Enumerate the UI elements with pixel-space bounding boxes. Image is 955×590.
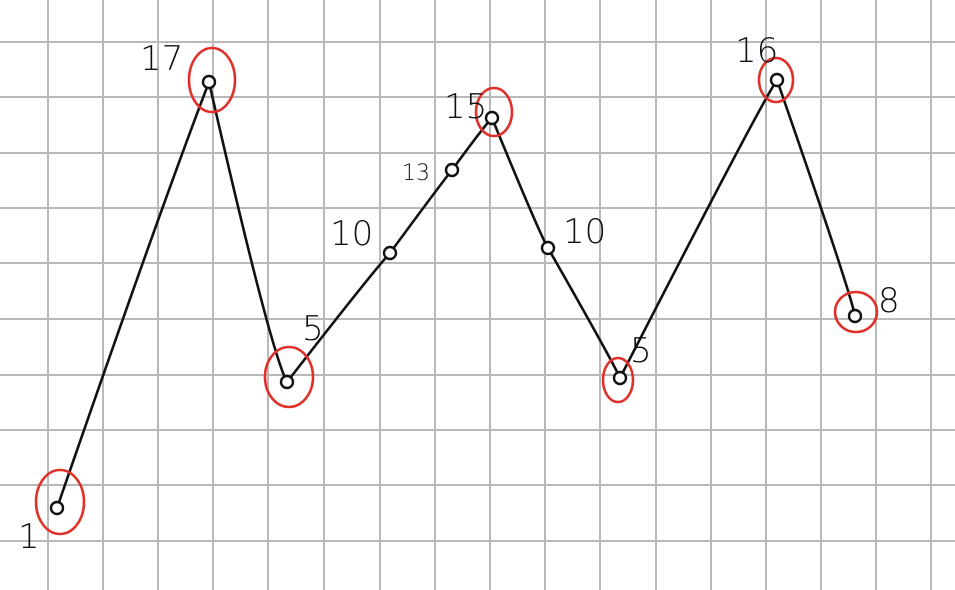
point-value-label: 16	[735, 31, 778, 71]
point-marker	[847, 308, 863, 324]
point-marker	[382, 245, 398, 261]
point-group: 5	[601, 331, 652, 404]
point-group: 15	[444, 86, 514, 138]
point-value-label: 5	[302, 309, 324, 349]
point-marker	[540, 240, 556, 256]
point-value-label: 8	[878, 281, 900, 321]
point-marker	[49, 500, 65, 516]
extremum-highlight-ring	[757, 56, 795, 104]
point-group: 10	[330, 214, 398, 261]
zigzag-curve	[55, 78, 857, 510]
point-value-label: 10	[330, 214, 373, 254]
point-group: 8	[833, 281, 900, 334]
extremum-highlight-ring	[474, 86, 514, 138]
point-group: 13	[402, 161, 460, 186]
point-value-label: 1	[18, 517, 40, 557]
point-marker	[201, 74, 217, 90]
point-value-label: 10	[563, 212, 606, 252]
point-group: 1	[18, 468, 86, 557]
point-marker	[612, 370, 628, 386]
extremum-highlight-ring	[833, 290, 879, 334]
point-marks: 1 17 5 10 13 15 10 5 16 8	[18, 31, 900, 557]
point-marker	[279, 374, 295, 390]
extremum-highlight-ring	[263, 345, 315, 409]
point-group: 16	[735, 31, 795, 104]
point-value-label: 13	[402, 161, 430, 186]
point-marker	[484, 110, 500, 126]
point-value-label: 5	[630, 331, 652, 371]
extremum-highlight-ring	[34, 468, 86, 536]
extremum-highlight-ring	[601, 356, 635, 404]
extremum-highlight-ring	[187, 46, 237, 114]
point-marker	[444, 162, 460, 178]
point-group: 17	[140, 39, 237, 114]
point-group: 5	[263, 309, 324, 409]
point-value-label: 17	[140, 39, 183, 79]
point-marker	[769, 72, 785, 88]
point-value-label: 15	[444, 87, 487, 127]
point-group: 10	[540, 212, 606, 256]
